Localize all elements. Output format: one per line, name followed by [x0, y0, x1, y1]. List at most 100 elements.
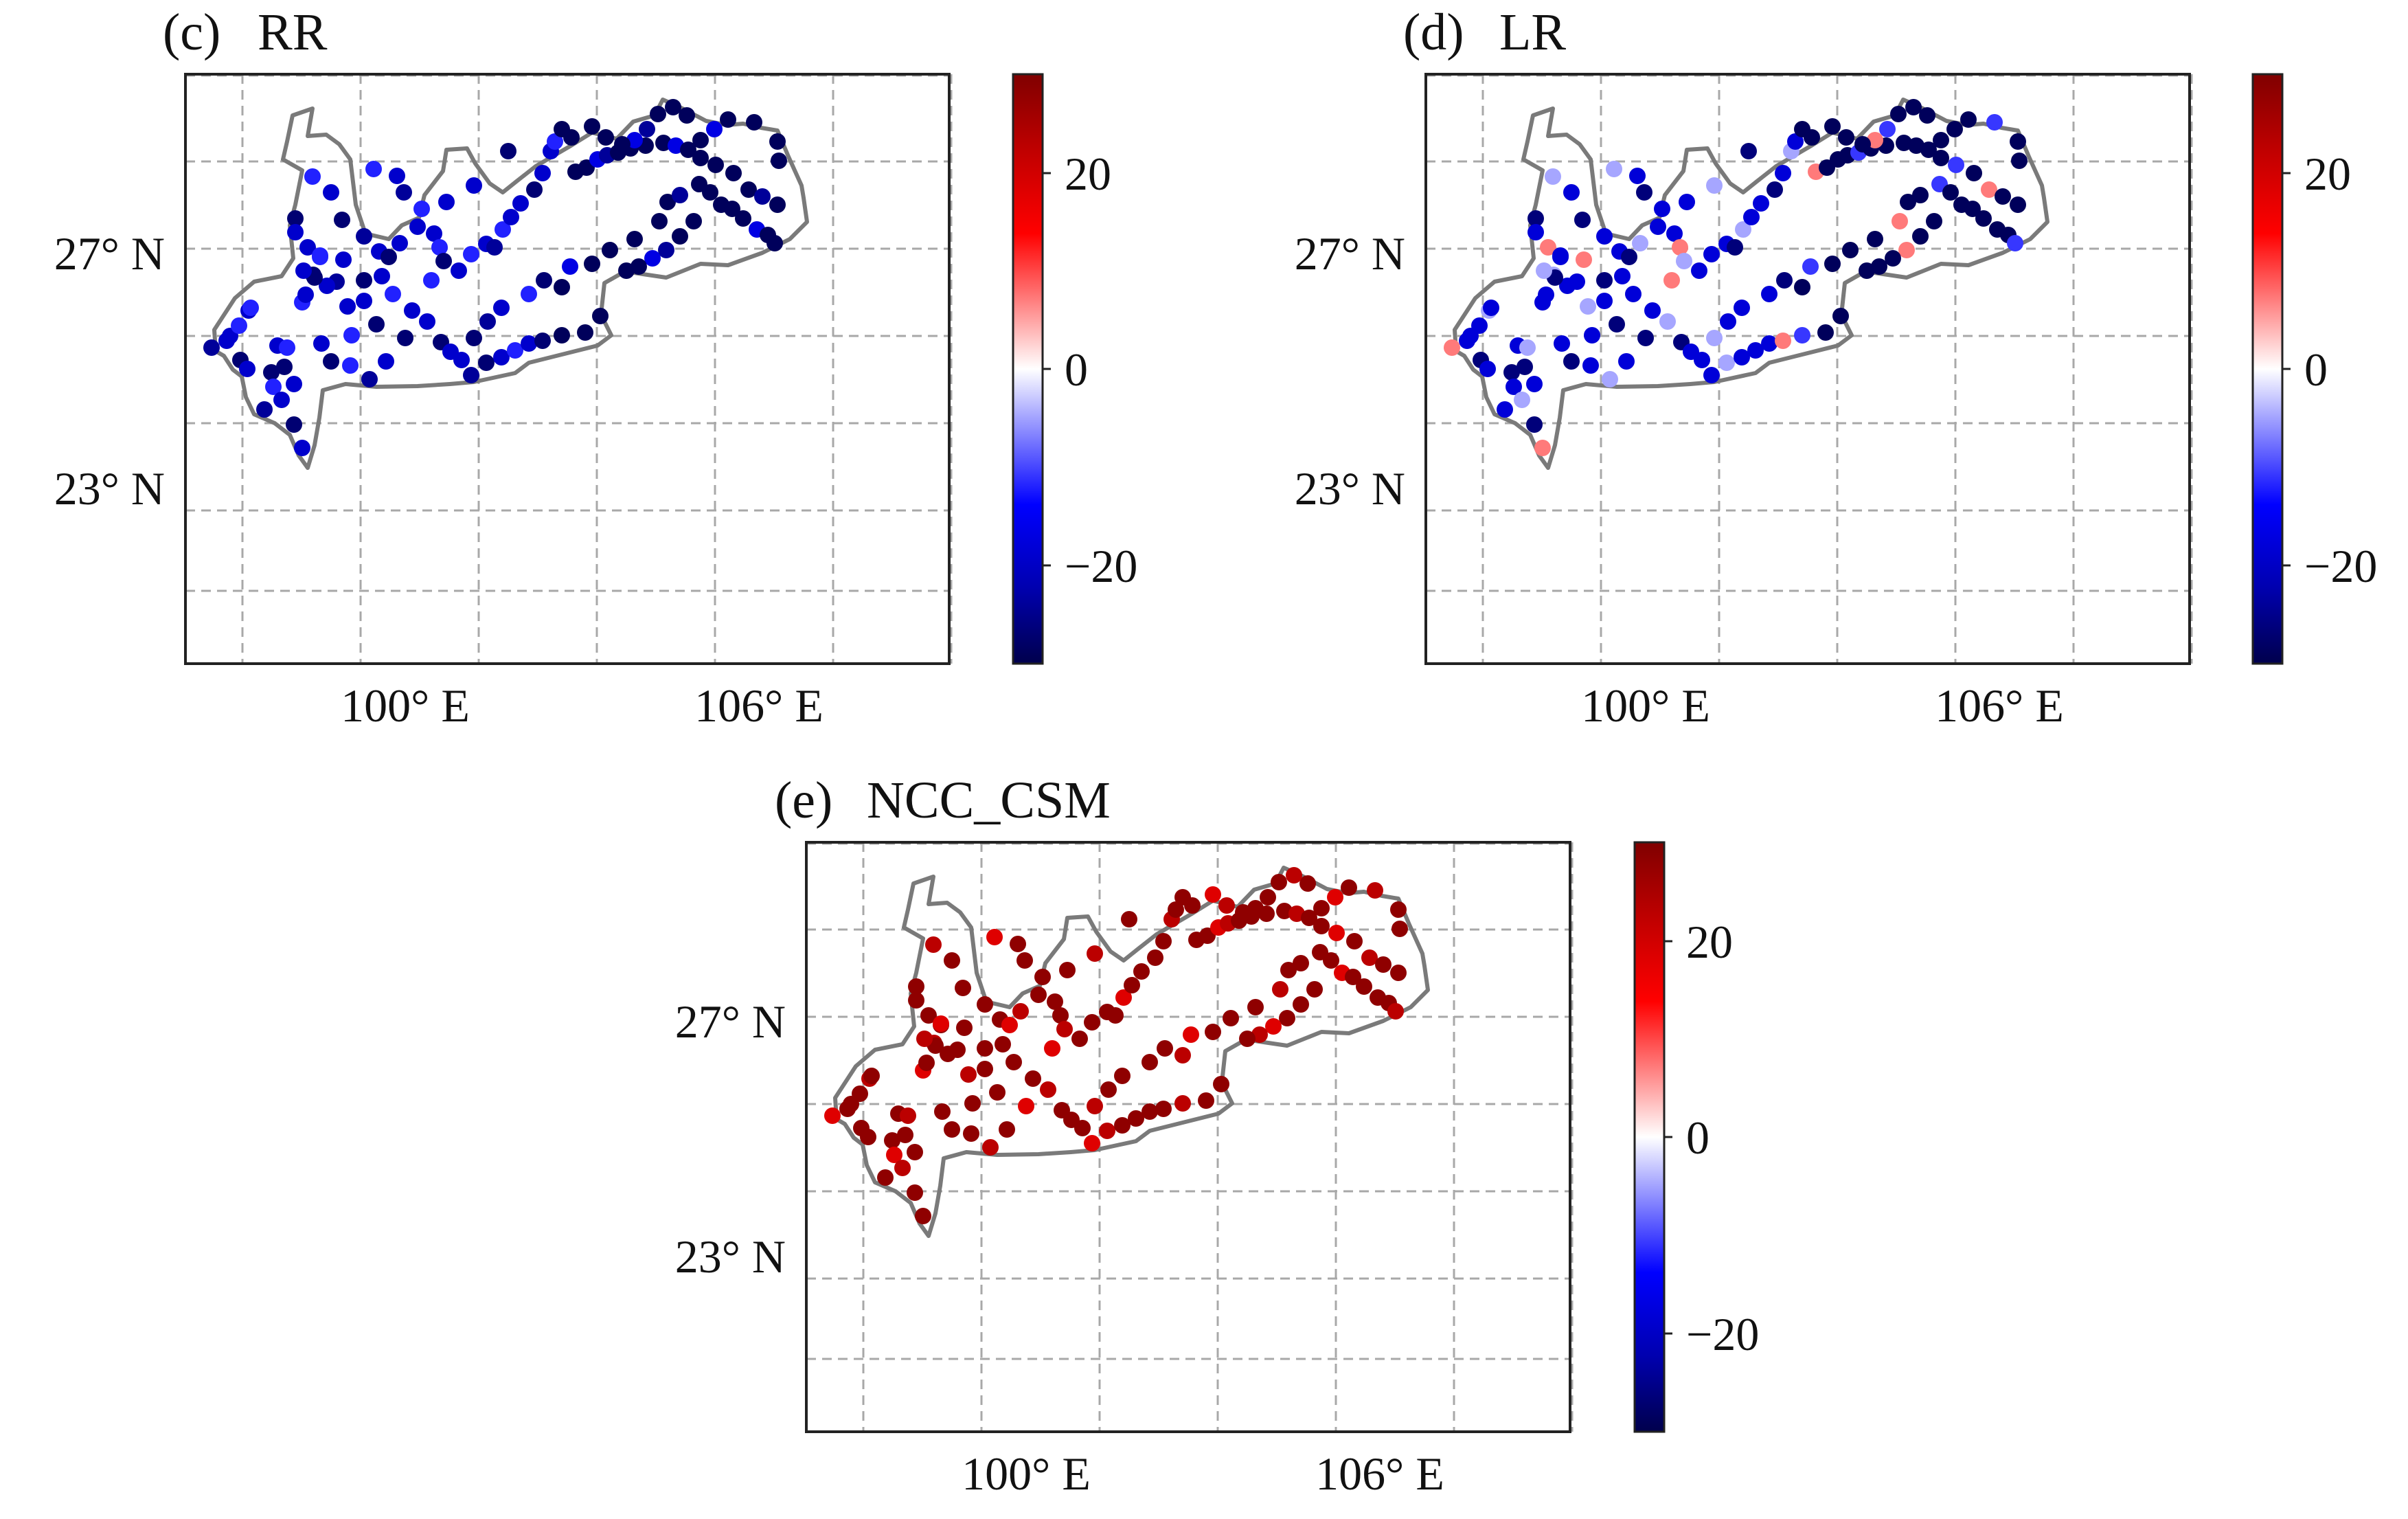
gridlines-d: [1426, 74, 2193, 664]
station-point-e-12: [907, 1184, 923, 1201]
station-point-c-132: [672, 187, 688, 203]
station-point-c-130: [651, 213, 668, 229]
station-point-c-88: [396, 184, 412, 201]
station-point-c-134: [702, 184, 718, 201]
station-point-e-33: [977, 996, 993, 1013]
station-point-e-128: [1223, 1010, 1239, 1026]
station-point-c-27: [312, 247, 328, 264]
cb-label-20-d: 20: [2304, 148, 2351, 200]
station-point-c-47: [512, 195, 529, 212]
station-point-e-104: [1155, 1101, 1172, 1117]
station-point-d-110: [1602, 371, 1618, 387]
station-point-d-31: [1563, 184, 1580, 201]
station-point-c-31: [323, 184, 339, 201]
station-point-d-99: [1703, 367, 1720, 383]
station-point-e-91: [956, 1020, 973, 1036]
station-point-e-44: [1107, 1007, 1124, 1024]
station-point-c-32: [334, 212, 350, 228]
station-point-e-59: [1276, 903, 1293, 919]
ytick-27-d: 27° N: [1295, 227, 1405, 280]
station-point-e-8: [884, 1132, 900, 1149]
station-point-d-75: [1905, 99, 1922, 115]
station-point-d-83: [1794, 121, 1810, 137]
stations-c: [203, 99, 787, 456]
station-point-d-37: [1650, 218, 1666, 235]
station-point-d-125: [1794, 279, 1810, 295]
station-point-d-8: [1503, 364, 1520, 381]
station-point-c-92: [356, 272, 372, 289]
station-point-e-0: [824, 1107, 841, 1124]
station-point-c-41: [451, 262, 467, 279]
station-point-c-51: [547, 133, 563, 150]
ytick-23-e: 23° N: [675, 1230, 786, 1283]
station-point-c-75: [665, 99, 681, 115]
station-point-d-112: [1563, 353, 1580, 370]
station-point-d-6: [1483, 300, 1499, 316]
station-point-e-124: [1157, 1040, 1173, 1057]
axes-frame-c: [184, 73, 951, 665]
station-point-c-9: [265, 379, 282, 395]
station-point-c-85: [466, 177, 482, 194]
station-point-c-3: [231, 317, 247, 334]
station-point-d-39: [1672, 239, 1688, 256]
station-point-d-32: [1574, 212, 1591, 228]
colorbar-e: [1633, 841, 1666, 1433]
station-point-c-142: [672, 228, 688, 245]
station-point-e-11: [877, 1169, 894, 1186]
station-point-e-39: [1052, 1007, 1069, 1024]
station-point-e-141: [1306, 981, 1323, 998]
station-point-c-44: [486, 239, 503, 256]
stations-e: [824, 867, 1408, 1224]
station-point-d-79: [1854, 136, 1871, 153]
station-point-e-100: [1099, 1123, 1115, 1139]
station-point-c-39: [431, 239, 448, 256]
panel-e: (e) NCC_CSM 100° E 106° E 27° N 23° N 20…: [675, 772, 1760, 1500]
station-point-c-146: [618, 262, 635, 279]
xtick-100-c: 100° E: [341, 679, 470, 732]
station-point-e-140: [1387, 1003, 1404, 1020]
station-point-c-77: [639, 121, 655, 137]
station-point-c-49: [534, 165, 551, 181]
station-point-c-28: [287, 210, 304, 227]
station-point-d-16: [1517, 359, 1533, 375]
station-point-d-51: [1787, 133, 1804, 150]
cb-label-0-e: 0: [1686, 1112, 1710, 1164]
station-point-d-132: [1912, 187, 1929, 203]
station-point-e-126: [1183, 1026, 1199, 1043]
xtick-100-e: 100° E: [962, 1448, 1091, 1500]
station-point-d-91: [1576, 251, 1592, 268]
station-point-c-117: [423, 272, 440, 289]
station-point-e-92: [977, 1040, 993, 1057]
station-point-d-67: [2010, 196, 2026, 213]
station-point-d-26: [1540, 239, 1556, 256]
station-point-d-44: [1727, 239, 1743, 256]
station-point-d-124: [1776, 272, 1793, 289]
station-point-c-76: [650, 106, 666, 122]
cb-label-20-e: 20: [1686, 916, 1733, 968]
station-point-d-126: [1802, 258, 1819, 275]
station-point-e-116: [989, 1084, 1006, 1101]
station-point-e-61: [1301, 910, 1317, 926]
axes-frame-d: [1424, 73, 2191, 665]
subplot-label-e: (e): [775, 772, 832, 829]
station-point-c-8: [263, 364, 280, 381]
station-point-d-95: [1659, 313, 1676, 330]
station-point-d-66: [1995, 188, 2011, 205]
station-point-d-29: [1527, 224, 1544, 240]
station-point-e-123: [1141, 1054, 1158, 1070]
station-point-e-63: [1328, 925, 1345, 941]
station-point-e-112: [944, 1121, 960, 1138]
station-point-d-98: [1694, 352, 1710, 368]
station-point-c-36: [380, 249, 397, 265]
cb-label-neg20-d: −20: [2304, 540, 2377, 592]
station-point-c-118: [356, 293, 372, 309]
station-point-c-108: [397, 330, 413, 346]
station-point-e-80: [1218, 897, 1235, 914]
station-point-e-94: [1025, 1070, 1041, 1087]
station-point-d-7: [1479, 361, 1496, 377]
province-boundary-c: [212, 98, 809, 470]
station-point-c-67: [769, 196, 786, 213]
station-point-e-68: [1392, 921, 1408, 937]
station-point-d-94: [1644, 302, 1661, 319]
station-point-d-127: [1824, 256, 1841, 272]
